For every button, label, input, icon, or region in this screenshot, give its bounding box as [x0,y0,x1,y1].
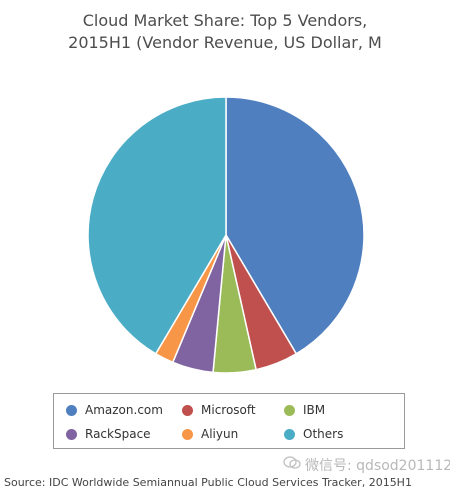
legend-item-rackspace: RackSpace [66,427,151,441]
pie-slice-amazon-com [225,96,365,355]
chart-title: Cloud Market Share: Top 5 Vendors, 2015H… [0,10,450,54]
legend-marker [182,404,193,416]
title-line-1: Cloud Market Share: Top 5 Vendors, [82,11,368,30]
legend-label: Microsoft [201,403,256,417]
legend-label: Amazon.com [85,403,163,417]
legend-label: Aliyun [201,427,239,441]
legend-label: RackSpace [85,427,151,441]
legend-marker [66,404,77,416]
legend-item-others: Others [284,427,343,441]
legend-marker [66,428,77,440]
wechat-watermark: 微信号: qdsod201112 [283,455,450,475]
pie-slice-others [87,96,227,355]
legend-marker [284,404,295,416]
legend-item-aliyun: Aliyun [182,427,238,441]
legend-item-ibm: IBM [284,403,325,417]
source-note: Source: IDC Worldwide Semiannual Public … [4,476,412,489]
watermark-text: 微信号: qdsod201112 [305,458,450,474]
legend-item-amazon-com: Amazon.com [66,403,163,417]
wechat-icon [283,456,301,474]
legend-label: IBM [303,403,326,417]
legend-marker [182,428,193,440]
legend-marker [284,428,295,440]
title-line-2: 2015H1 (Vendor Revenue, US Dollar, M [68,33,382,52]
legend-label: Others [303,427,344,441]
legend-item-microsoft: Microsoft [182,403,256,417]
chart-legend: Amazon.com Microsoft IBM RackSpace Aliyun Oth… [53,393,405,449]
